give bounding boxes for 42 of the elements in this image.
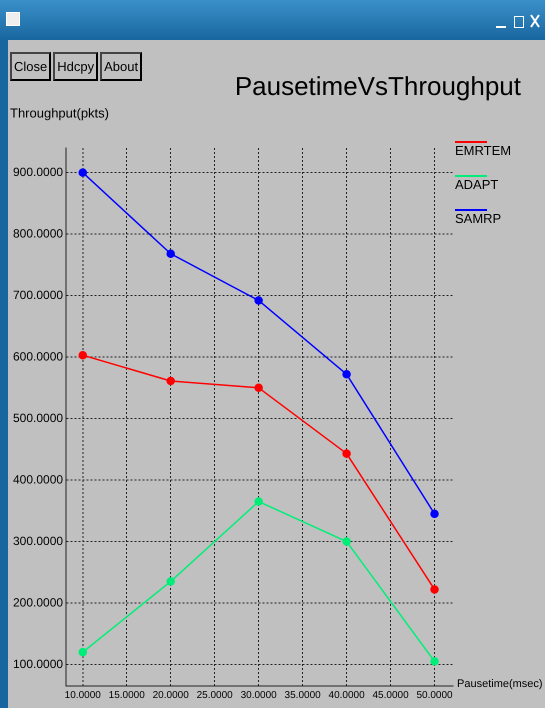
point bbox=[166, 250, 175, 258]
point bbox=[430, 585, 439, 594]
y-tick-label: 900.0000 bbox=[12, 164, 64, 179]
y-tick-label: 500.0000 bbox=[12, 410, 64, 425]
y-axis-title: Throughput(pkts) bbox=[10, 106, 109, 121]
x-tick-label: 15.0000 bbox=[108, 690, 146, 701]
legend-label: SAMRP bbox=[455, 211, 502, 226]
x-tick-label: 25.0000 bbox=[196, 690, 234, 701]
point bbox=[78, 168, 88, 177]
x-tick-label: 50.0000 bbox=[416, 690, 454, 701]
text: About bbox=[100, 52, 142, 81]
y-tick-label: 700.0000 bbox=[12, 288, 64, 302]
text: Hdcpy bbox=[53, 52, 98, 81]
x-tick-label: 20.0000 bbox=[152, 690, 190, 701]
point bbox=[342, 537, 351, 546]
y-tick-label: 400.0000 bbox=[12, 472, 64, 486]
point bbox=[166, 577, 175, 586]
point bbox=[78, 648, 88, 656]
y-tick-label: 100.0000 bbox=[12, 656, 64, 671]
point bbox=[430, 657, 439, 666]
point bbox=[342, 449, 351, 458]
x-tick-label: 10.0000 bbox=[64, 690, 102, 701]
y-tick-label: 200.0000 bbox=[12, 595, 64, 610]
x-tick-label: 40.0000 bbox=[328, 690, 366, 701]
point bbox=[254, 296, 263, 305]
point bbox=[254, 384, 263, 392]
legend-label: ADAPT bbox=[455, 177, 498, 192]
text: Close bbox=[10, 52, 52, 81]
point bbox=[166, 376, 175, 386]
point bbox=[78, 350, 88, 360]
point bbox=[254, 497, 263, 506]
x-tick-label: 35.0000 bbox=[284, 690, 322, 701]
y-tick-label: 800.0000 bbox=[12, 226, 64, 240]
y-tick-label: 300.0000 bbox=[12, 534, 64, 548]
x-axis-title: Pausetime(msec) bbox=[457, 678, 543, 690]
x-tick-label: 30.0000 bbox=[240, 690, 278, 701]
point bbox=[342, 370, 351, 379]
y-tick-label: 600.0000 bbox=[12, 349, 64, 364]
legend-label: EMRTEM bbox=[455, 143, 512, 158]
chart-title: PausetimeVsThroughput bbox=[234, 71, 522, 102]
x-tick-label: 45.0000 bbox=[372, 690, 410, 701]
point bbox=[430, 510, 439, 518]
